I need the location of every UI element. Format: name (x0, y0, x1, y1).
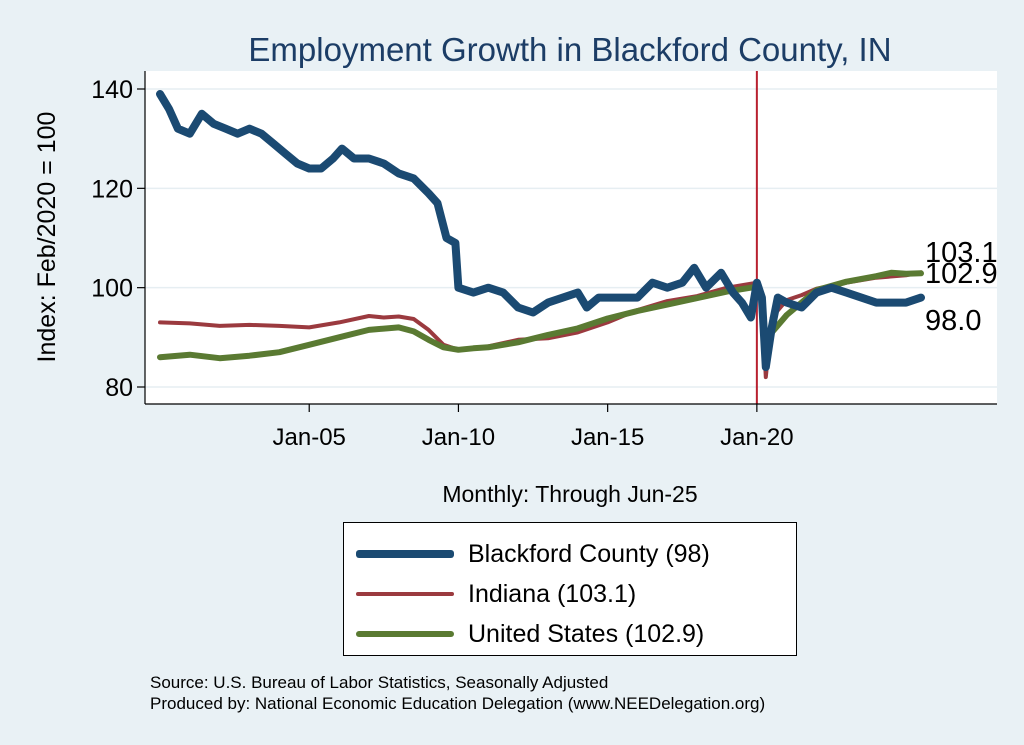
series-line-blackford (156, 90, 925, 372)
source-line: Source: U.S. Bureau of Labor Statistics,… (150, 673, 609, 692)
chart-title: Employment Growth in Blackford County, I… (248, 31, 891, 68)
legend-swatch-blackford (356, 550, 454, 558)
legend-swatch-indiana (356, 592, 454, 596)
legend-label-indiana: Indiana (103.1) (468, 579, 637, 608)
legend-swatch-united-states (356, 631, 454, 637)
end-label: 102.9 (925, 258, 998, 290)
legend: Blackford County (98) Indiana (103.1) Un… (343, 522, 797, 656)
legend-label-blackford: Blackford County (98) (468, 539, 710, 568)
x-tick-label: Jan-15 (571, 424, 644, 451)
series-layer (156, 90, 925, 380)
series-line-indiana (158, 270, 923, 380)
y-tick-label: 100 (91, 275, 133, 303)
produced-by-line: Produced by: National Economic Education… (150, 694, 766, 713)
y-tick-label: 120 (91, 175, 133, 203)
source-note: Source: U.S. Bureau of Labor Statistics,… (150, 672, 765, 714)
y-tick-label: 80 (105, 374, 133, 402)
legend-label-united-states: United States (102.9) (468, 619, 705, 648)
legend-item-blackford: Blackford County (98) (356, 536, 710, 572)
legend-item-indiana: Indiana (103.1) (356, 576, 636, 612)
end-label: 103.1 (925, 237, 998, 269)
y-tick-label: 140 (91, 76, 133, 104)
y-axis-label: Index: Feb/2020 = 100 (33, 112, 61, 363)
legend-item-united-states: United States (102.9) (356, 616, 704, 652)
x-tick-label: Jan-20 (720, 424, 793, 451)
x-tick-label: Jan-10 (422, 424, 495, 451)
x-axis-label: Monthly: Through Jun-25 (442, 481, 697, 507)
y-ticks: 80 100 120 140 (91, 76, 145, 402)
grid-lines (145, 88, 997, 388)
end-label: 98.0 (925, 305, 981, 337)
x-ticks: Jan-05 Jan-10 Jan-15 Jan-20 (273, 404, 794, 451)
x-tick-label: Jan-05 (273, 424, 346, 451)
